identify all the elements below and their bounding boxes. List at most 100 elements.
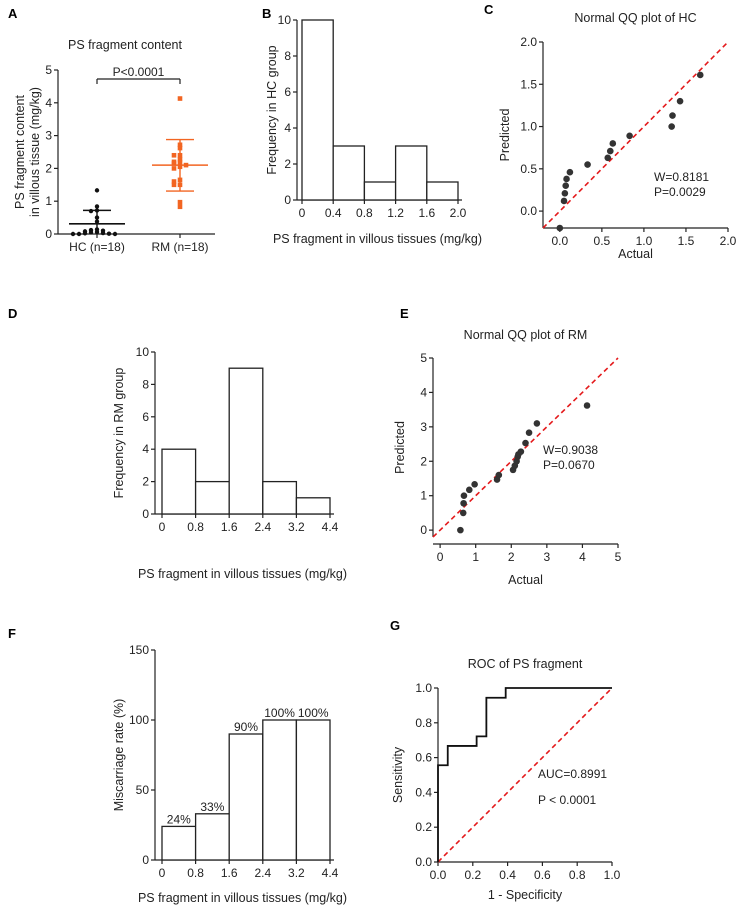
y-tick-label: 8 (142, 377, 149, 391)
histogram-bar (262, 480, 298, 515)
statistic-annotation: W=0.8181 (654, 170, 709, 184)
data-point (522, 439, 529, 447)
y-tick-label: 0 (142, 853, 149, 867)
y-tick-label: 5 (45, 63, 52, 77)
y-tick-label: 0.4 (415, 785, 432, 799)
panel-f: F Miscarriage rate (%) 0 50 100 150 0 0.8 1.6 2.4… (8, 626, 347, 905)
panel-g: G ROC of PS fragment Sensitivity 1 - Specif… (390, 618, 621, 902)
y-axis-label: Miscarriage rate (%) (112, 699, 126, 812)
x-tick-label: 0 (159, 866, 166, 880)
histogram-bar (301, 19, 334, 201)
reference-line (432, 357, 619, 538)
y-axis-label: in villous tissue (mg/kg) (28, 87, 42, 217)
roc-curve (437, 687, 612, 862)
x-tick-label: 2 (508, 550, 515, 564)
x-axis-label: Actual (508, 573, 543, 587)
x-tick-label: 0.4 (325, 206, 342, 220)
x-tick-label: 0.8 (187, 520, 204, 534)
bar-data-label: 90% (234, 720, 258, 734)
x-tick-label: 2.4 (254, 866, 271, 880)
x-tick-label: 1.2 (387, 206, 404, 220)
histogram-bar (228, 733, 264, 861)
panel-letter: G (390, 618, 400, 633)
x-tick-label: 1.5 (678, 234, 695, 248)
x-tick-label: 1.6 (221, 520, 238, 534)
data-point (626, 132, 633, 140)
data-point-rm (171, 152, 177, 158)
data-point-hc (70, 231, 76, 237)
x-tick-label: 2.4 (254, 520, 271, 534)
histogram-bar (161, 825, 197, 861)
y-tick-label: 0 (142, 507, 149, 521)
y-tick-label: 50 (136, 783, 150, 797)
y-tick-label: 0.2 (415, 820, 432, 834)
x-tick-label: 2.0 (450, 206, 467, 220)
data-point (561, 190, 569, 197)
y-tick-label: 3 (45, 129, 52, 143)
y-axis-label: Frequency in RM group (112, 368, 126, 499)
y-tick-label: 2 (45, 161, 52, 175)
chart-title: Normal QQ plot of RM (464, 328, 588, 342)
chart-title: PS fragment content (68, 38, 182, 52)
y-axis-label: Predicted (498, 109, 512, 162)
panel-letter: A (8, 6, 18, 21)
data-point (563, 175, 570, 183)
x-tick-label: 0.8 (356, 206, 373, 220)
data-point-hc (76, 231, 82, 237)
data-point (460, 492, 468, 499)
panel-letter: B (262, 6, 271, 21)
y-tick-label: 6 (284, 85, 291, 99)
x-tick-label: 1 (472, 550, 479, 564)
data-point-rm (171, 161, 177, 166)
panel-letter: C (484, 2, 494, 17)
y-tick-label: 8 (284, 49, 291, 63)
x-tick-label: 0.8 (569, 868, 586, 882)
panel-letter: E (400, 306, 409, 321)
data-point (460, 499, 467, 507)
x-tick-label: 0.0 (430, 868, 447, 882)
histogram-bar (394, 145, 428, 201)
panel-c: C Normal QQ plot of HC Predicted Actual 0.0 0… (484, 2, 737, 261)
data-point-rm (177, 199, 183, 205)
histogram-bar (228, 367, 264, 515)
p-value-annotation: P<0.0001 (113, 65, 165, 79)
data-point-hc (100, 230, 106, 236)
statistic-annotation: P < 0.0001 (538, 793, 596, 807)
y-tick-label: 5 (420, 351, 427, 365)
data-point (562, 182, 570, 190)
y-tick-label: 4 (420, 385, 427, 399)
bar-data-label: 100% (264, 706, 295, 720)
x-tick-label: 0 (159, 520, 166, 534)
x-tick-label: 1.0 (604, 868, 621, 882)
histogram-bar (295, 719, 331, 861)
x-tick-label: 0.0 (551, 234, 568, 248)
y-tick-label: 10 (278, 13, 292, 27)
data-point (459, 509, 467, 517)
x-tick-label: 5 (615, 550, 622, 564)
data-point (584, 161, 591, 168)
data-point-hc (82, 231, 88, 236)
data-point (465, 486, 473, 494)
data-point-rm (177, 96, 183, 101)
y-tick-label: 100 (129, 713, 149, 727)
x-tick-label: 1.6 (418, 206, 435, 220)
data-point-hc (94, 188, 100, 193)
x-tick-label: 0.8 (187, 866, 204, 880)
data-point (556, 224, 564, 232)
histogram-bar (332, 145, 366, 201)
y-axis-label: PS fragment content (13, 94, 27, 208)
y-tick-label: 4 (142, 442, 149, 456)
x-tick-label: 3.2 (288, 520, 305, 534)
histogram-bar (262, 719, 298, 861)
data-point (609, 140, 617, 147)
x-tick-label: 0 (437, 550, 444, 564)
statistic-annotation: W=0.9038 (543, 443, 598, 457)
x-tick-label: 0.2 (464, 868, 481, 882)
data-point (560, 197, 568, 205)
x-tick-label: 2.0 (720, 234, 737, 248)
y-tick-label: 0.0 (520, 204, 537, 218)
reference-line (542, 41, 729, 229)
data-point (533, 420, 541, 427)
x-tick-label: 0.6 (534, 868, 551, 882)
